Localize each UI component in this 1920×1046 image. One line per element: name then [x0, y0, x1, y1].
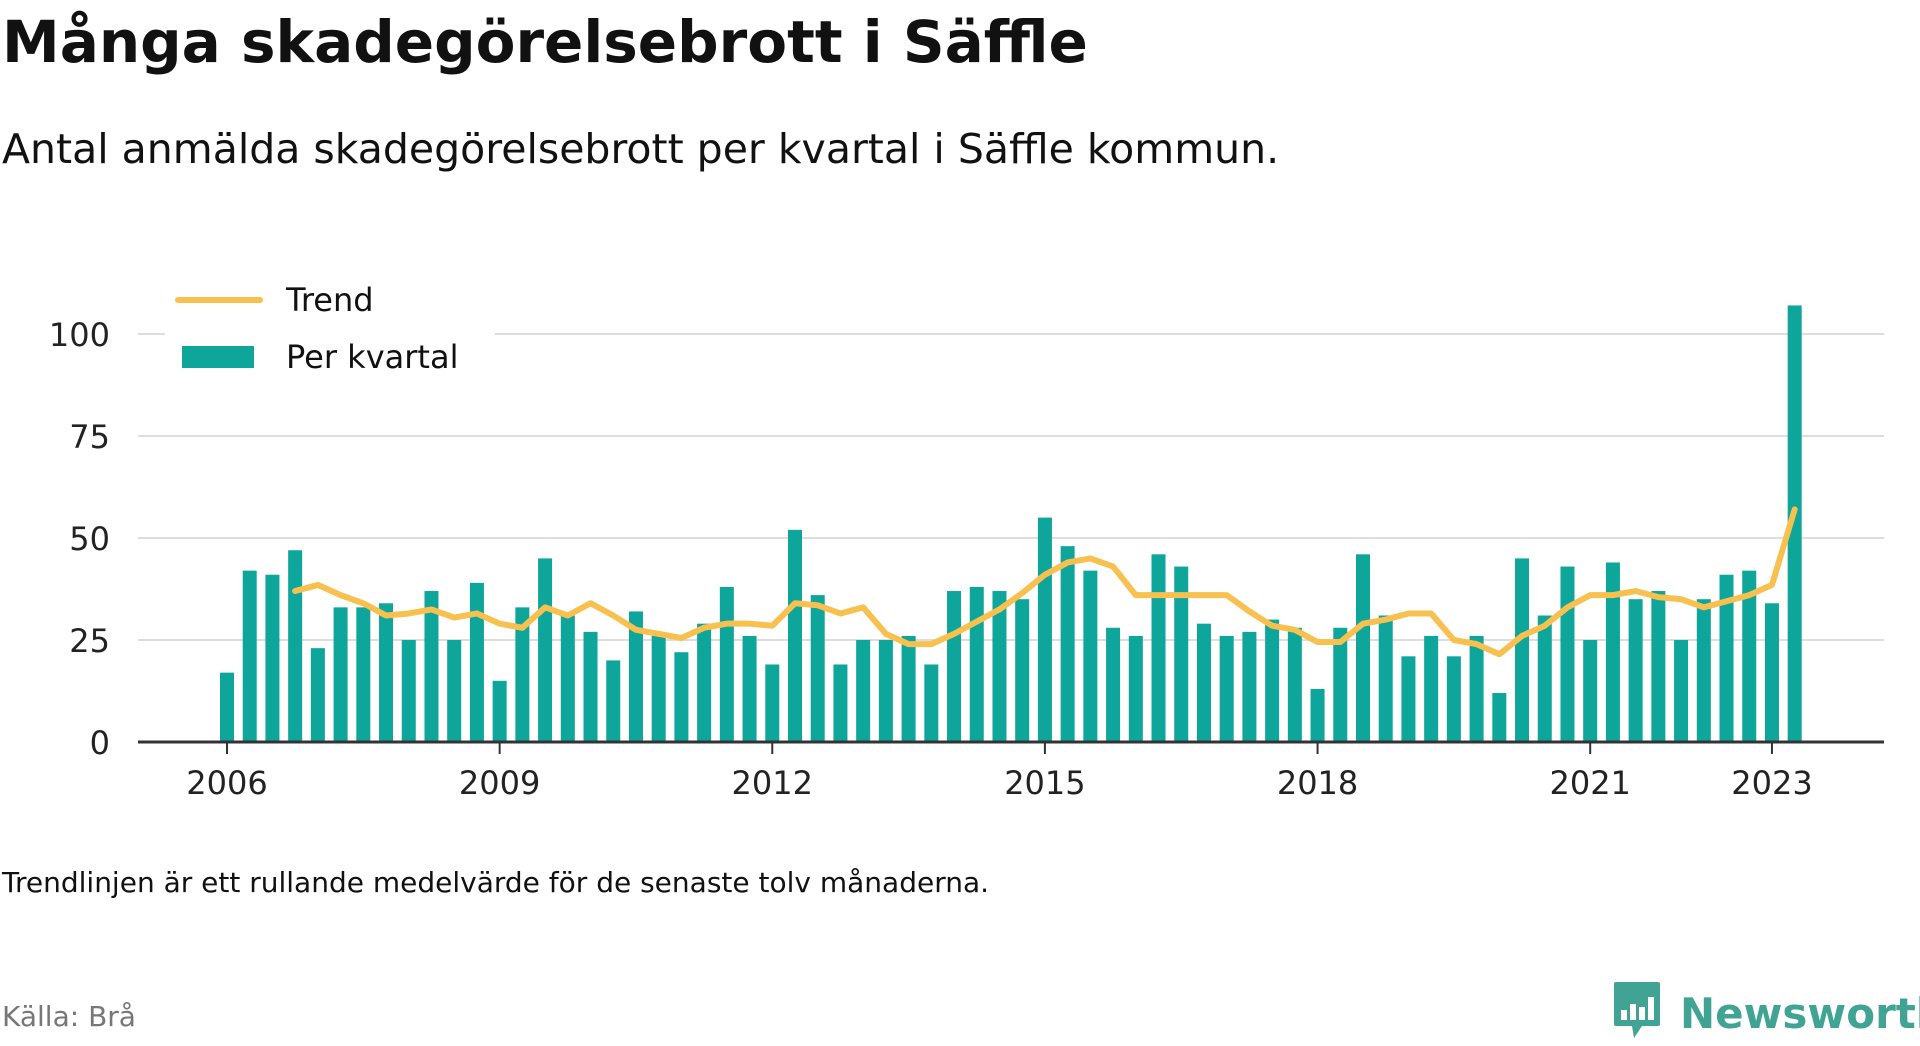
- x-tick-label: 2015: [1004, 764, 1085, 802]
- chart-title: Många skadegörelsebrott i Säffle: [2, 8, 1088, 76]
- bar: [1310, 688, 1325, 742]
- bar: [1628, 599, 1643, 742]
- bar: [469, 582, 484, 742]
- bar: [1560, 566, 1575, 742]
- legend-trend-label: Trend: [285, 281, 374, 319]
- bar: [288, 550, 303, 742]
- x-tick-label: 2006: [186, 764, 267, 802]
- bar: [1083, 570, 1098, 742]
- bar: [1446, 656, 1461, 742]
- bar: [1719, 574, 1734, 742]
- bar: [947, 591, 962, 742]
- bar: [878, 640, 893, 742]
- bar: [265, 574, 280, 742]
- bar: [1787, 305, 1802, 742]
- bar: [1696, 599, 1711, 742]
- bar-series: [220, 305, 1802, 742]
- bar: [1515, 558, 1530, 742]
- y-tick-label: 0: [90, 724, 110, 762]
- legend-bar-label: Per kvartal: [286, 338, 458, 376]
- x-tick-label: 2009: [459, 764, 540, 802]
- y-tick-label: 50: [69, 520, 110, 558]
- trend-line: [292, 506, 1798, 658]
- bar: [1106, 627, 1121, 742]
- source-text: Källa: Brå: [2, 1000, 136, 1033]
- footnote: Trendlinjen är ett rullande medelvärde f…: [2, 866, 990, 899]
- bar: [1356, 554, 1370, 742]
- bar: [1128, 635, 1143, 742]
- bar: [1401, 656, 1416, 742]
- bar: [697, 623, 712, 742]
- x-axis: 2006 2009 2012 2015 2018 2021 2023: [138, 740, 1884, 802]
- bar: [1265, 619, 1280, 742]
- x-tick-label: 2018: [1277, 764, 1358, 802]
- bar: [628, 611, 643, 742]
- bar: [856, 640, 871, 742]
- bar: [1583, 640, 1598, 742]
- bar: [560, 615, 575, 742]
- bar: [1742, 570, 1757, 742]
- bar: [765, 664, 780, 742]
- bar: [719, 586, 734, 742]
- chart-subtitle: Antal anmälda skadegörelsebrott per kvar…: [2, 125, 1280, 173]
- bar: [583, 631, 598, 742]
- bar: [220, 672, 234, 742]
- bar: [742, 635, 757, 742]
- bar: [310, 648, 325, 742]
- bar: [924, 664, 939, 742]
- bar: [1060, 546, 1075, 742]
- bar: [356, 607, 371, 742]
- bar: [1287, 627, 1302, 742]
- legend-bar-swatch: [182, 346, 254, 368]
- bar: [1605, 562, 1620, 742]
- x-tick-label: 2023: [1731, 764, 1812, 802]
- bar: [1219, 635, 1234, 742]
- trend-series: [292, 506, 1798, 658]
- y-axis-tick-labels: 0 25 50 75 100: [49, 316, 110, 762]
- bar: [606, 660, 621, 742]
- bar: [515, 607, 530, 742]
- bar: [333, 607, 348, 742]
- bar: [242, 570, 257, 742]
- bar: [674, 652, 689, 742]
- bar: [992, 591, 1007, 742]
- bar: [788, 529, 802, 742]
- bar: [1196, 623, 1211, 742]
- bar: [538, 558, 553, 742]
- bar: [1651, 591, 1666, 742]
- bar: [1242, 631, 1257, 742]
- bar: [379, 603, 394, 742]
- newsworthy-brand[interactable]: Newsworthy: [1612, 982, 1920, 1044]
- legend: Trend Per kvartal: [165, 270, 495, 382]
- bar: [424, 591, 439, 742]
- bar: [492, 680, 507, 742]
- bar: [1537, 615, 1552, 742]
- bar: [1674, 640, 1689, 742]
- bar: [1492, 693, 1507, 742]
- bar: [1037, 517, 1052, 742]
- bar: [810, 595, 825, 742]
- bar: [901, 635, 916, 742]
- x-tick-label: 2021: [1549, 764, 1630, 802]
- bar: [1469, 635, 1484, 742]
- bar: [1764, 603, 1779, 742]
- y-tick-label: 25: [69, 622, 110, 660]
- bar: [1424, 635, 1439, 742]
- bar: [1333, 627, 1348, 742]
- y-tick-label: 75: [69, 418, 110, 456]
- newsworthy-brand-name: Newsworthy: [1680, 988, 1920, 1038]
- bar: [833, 664, 848, 742]
- newsworthy-logo-icon: [1612, 980, 1662, 1046]
- bar: [651, 635, 666, 742]
- x-tick-label: 2012: [732, 764, 813, 802]
- bar: [1015, 599, 1030, 742]
- bar: [969, 586, 984, 742]
- y-tick-label: 100: [49, 316, 110, 354]
- bar: [1174, 566, 1189, 742]
- bar: [1151, 554, 1166, 742]
- bar: [1378, 615, 1393, 742]
- bar: [447, 640, 462, 742]
- bar: [401, 640, 416, 742]
